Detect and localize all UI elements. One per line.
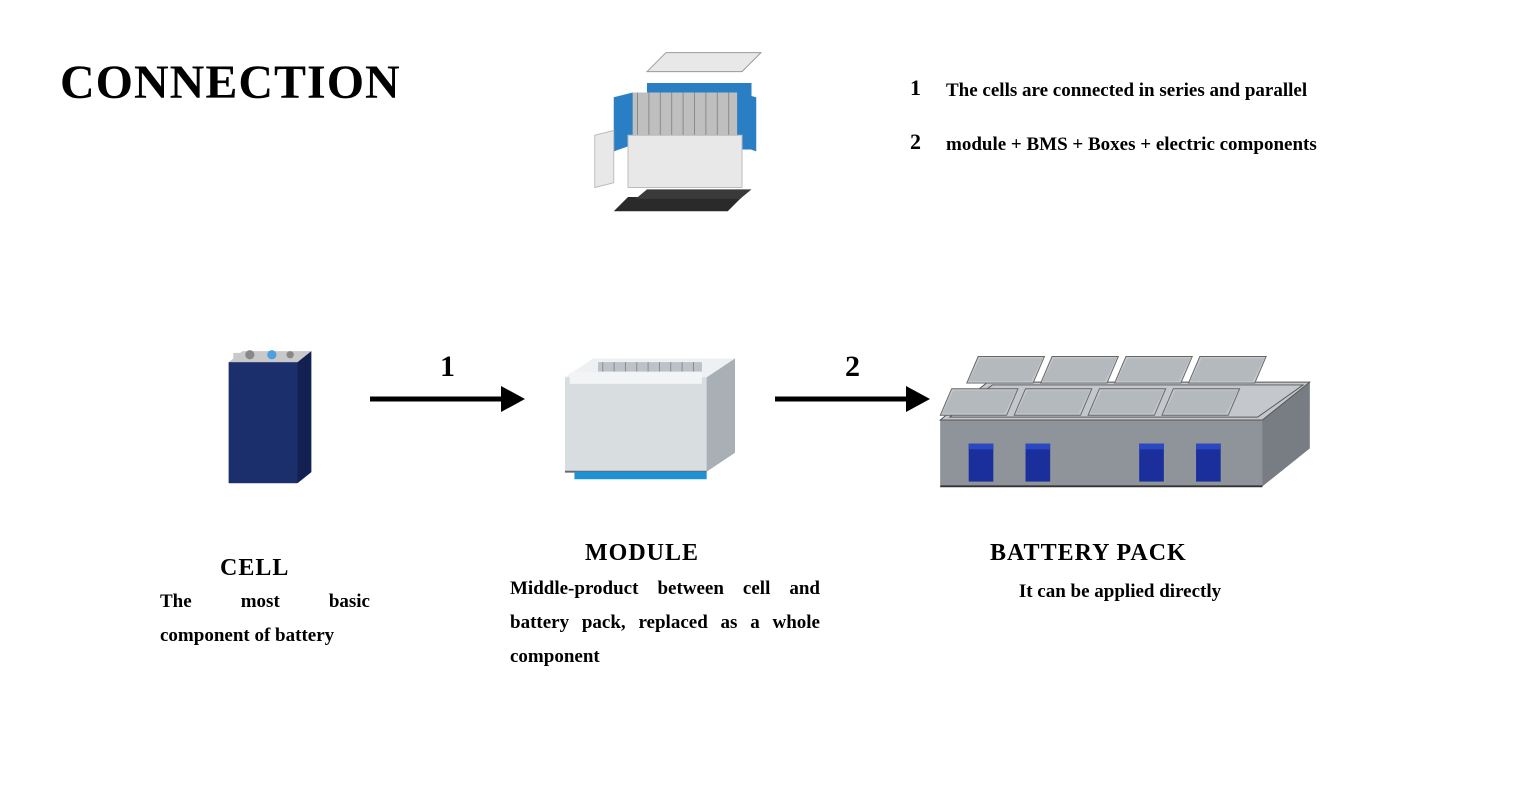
stage-pack: BATTERY PACK [990,540,1187,575]
arrow-1-label: 1 [440,350,455,384]
arrow-2-label: 2 [845,350,860,384]
legend: 1 The cells are connected in series and … [910,75,1470,184]
arrow-1: 1 [370,350,525,412]
exploded-module-illustration [560,45,810,240]
arrow-2: 2 [775,350,930,412]
arrow-icon [775,386,930,412]
cell-illustration [215,330,325,500]
stage-pack-title: BATTERY PACK [990,540,1187,567]
legend-row-2: 2 module + BMS + Boxes + electric compon… [910,129,1470,161]
pack-illustration [935,330,1315,515]
stage-cell-title: CELL [220,555,289,582]
page-title: CONNECTION [60,55,401,110]
legend-row-1: 1 The cells are connected in series and … [910,75,1470,107]
stage-module-title: MODULE [585,540,699,567]
legend-num-2: 2 [910,129,946,155]
stage-cell-desc: The most basic component of battery [160,585,370,653]
arrow-icon [370,386,525,412]
stage-pack-desc: It can be applied directly [960,575,1280,609]
legend-num-1: 1 [910,75,946,101]
legend-text-1: The cells are connected in series and pa… [946,75,1470,107]
module-illustration [545,330,755,505]
legend-text-2: module + BMS + Boxes + electric componen… [946,129,1470,161]
stage-module-desc: Middle-product between cell and battery … [510,572,820,675]
stage-module: MODULE [585,540,699,575]
